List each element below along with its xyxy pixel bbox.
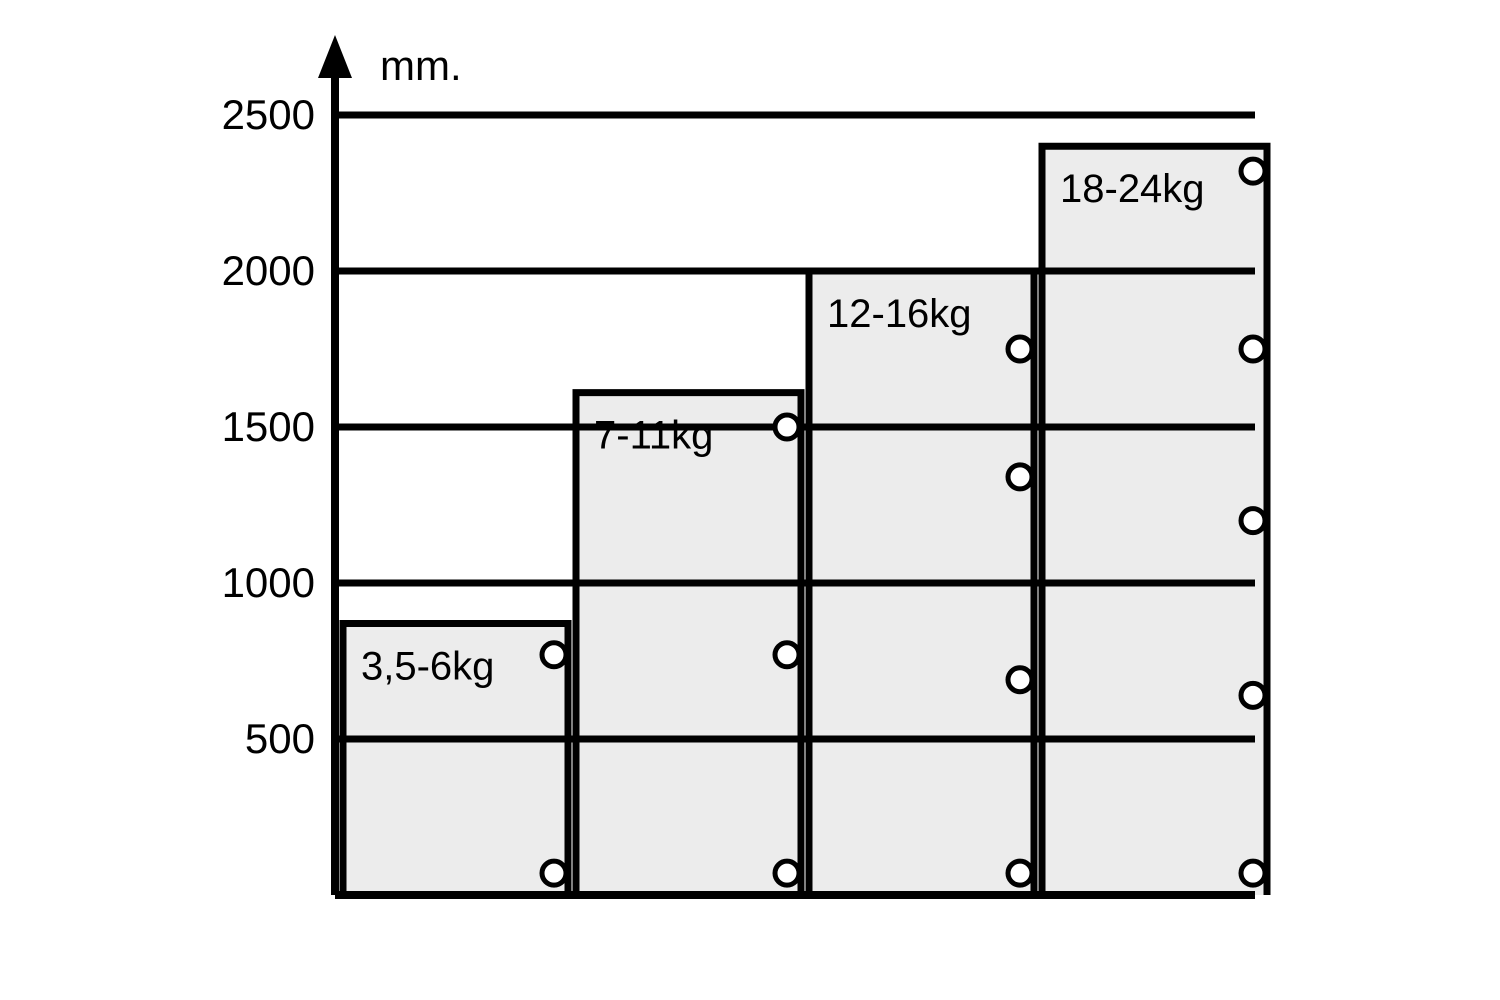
bar-label: 7-11kg xyxy=(594,414,713,458)
marker-circle xyxy=(1241,683,1265,707)
y-tick-label: 1000 xyxy=(222,559,315,606)
bar-chart: 500 1000 1500 2000 2500 mm. 3,5-6kg 7-11kg 12-16… xyxy=(0,0,1500,1000)
y-tick-label: 2500 xyxy=(222,91,315,138)
bar-label: 3,5-6kg xyxy=(361,645,494,689)
marker-circle xyxy=(1241,861,1265,885)
bar xyxy=(576,393,801,895)
arrowhead-icon xyxy=(318,35,352,78)
y-tick-label: 2000 xyxy=(222,247,315,294)
marker-circle xyxy=(1241,509,1265,533)
marker-circle xyxy=(542,861,566,885)
marker-circle xyxy=(1241,337,1265,361)
bar xyxy=(1042,146,1267,895)
marker-circle xyxy=(775,415,799,439)
marker-circle xyxy=(1241,159,1265,183)
marker-circle xyxy=(1008,861,1032,885)
marker-circle xyxy=(1008,465,1032,489)
y-tick-label: 1500 xyxy=(222,403,315,450)
y-tick-label: 500 xyxy=(245,715,315,762)
marker-circle xyxy=(1008,668,1032,692)
marker-circle xyxy=(775,861,799,885)
bar-label: 12-16kg xyxy=(827,292,972,336)
unit-label: mm. xyxy=(380,42,462,89)
marker-circle xyxy=(542,643,566,667)
marker-circle xyxy=(1008,337,1032,361)
marker-circle xyxy=(775,643,799,667)
bar-label: 18-24kg xyxy=(1060,167,1205,211)
